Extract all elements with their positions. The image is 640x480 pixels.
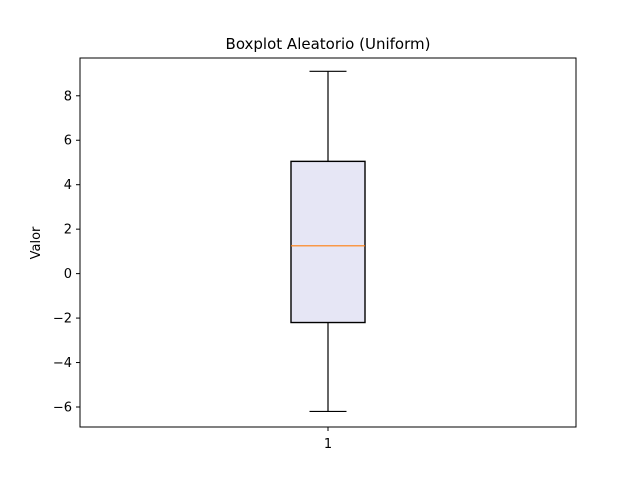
y-tick-label: 4 <box>64 178 72 193</box>
y-tick-label: 2 <box>64 223 72 238</box>
x-tick-label: 1 <box>324 437 332 452</box>
plot-area <box>290 70 366 413</box>
y-tick-label: −2 <box>53 312 72 327</box>
chart-title: Boxplot Aleatorio (Uniform) <box>226 35 431 53</box>
y-tick-label: 8 <box>64 89 72 104</box>
y-axis-label: Valor <box>29 226 44 259</box>
y-tick-label: −6 <box>53 400 72 415</box>
y-tick-label: −4 <box>53 356 72 371</box>
y-tick-label: 0 <box>64 267 72 282</box>
y-tick-label: 6 <box>64 134 72 149</box>
iqr-box <box>290 160 366 324</box>
